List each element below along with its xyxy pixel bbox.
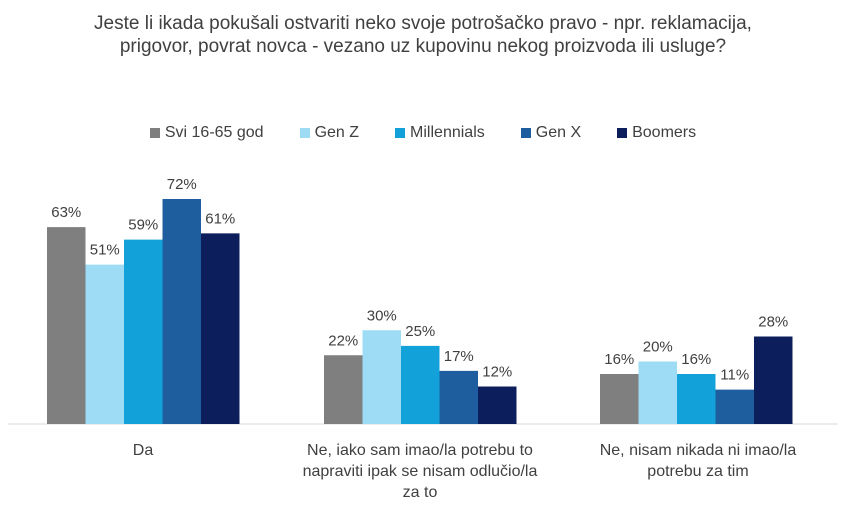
bar [600, 374, 639, 424]
bar [162, 199, 201, 424]
data-label: 63% [51, 204, 81, 221]
bar [324, 355, 363, 424]
legend-swatch [149, 128, 160, 138]
category-label: Ne, nisam nikada ni imao/la potrebu za t… [599, 442, 797, 480]
legend-item: Gen Z [299, 124, 360, 142]
data-label: 20% [643, 339, 673, 356]
legend-swatch [617, 128, 628, 138]
data-label: 25% [405, 323, 435, 340]
data-label: 11% [720, 367, 749, 384]
bar [439, 370, 478, 424]
data-label: 30% [367, 307, 397, 324]
bar [638, 361, 677, 424]
legend-label: Boomers [632, 124, 697, 141]
legend-item: Svi 16-65 god [149, 124, 264, 142]
data-label: 72% [167, 176, 197, 193]
legend-item: Gen X [520, 124, 582, 142]
chart-title: Jeste li ikada pokušali ostvariti neko s… [94, 13, 752, 57]
legend-label: Gen Z [314, 124, 360, 141]
data-label: 16% [604, 351, 634, 368]
legend-swatch [395, 128, 406, 138]
data-label: 17% [444, 348, 474, 365]
legend-item: Millennials [395, 124, 485, 142]
legend-label: Millennials [410, 124, 485, 141]
data-label: 28% [758, 314, 788, 331]
legend-label: Svi 16-65 god [164, 124, 264, 141]
data-label: 16% [681, 351, 711, 368]
bar [201, 233, 240, 424]
bar [478, 386, 517, 424]
bar [754, 336, 793, 424]
legend-label: Gen X [535, 124, 582, 141]
bar [47, 227, 86, 424]
bar [362, 330, 401, 424]
legend-swatch [520, 128, 531, 138]
data-label: 51% [90, 242, 120, 259]
legend: Svi 16-65 god Gen Z Millennials Gen X Boomer… [0, 124, 846, 142]
bar [124, 239, 163, 424]
bar [715, 389, 754, 424]
bar [85, 264, 124, 424]
data-label: 12% [482, 364, 512, 381]
bar [401, 345, 440, 424]
bar [677, 374, 716, 424]
category-label: Da [132, 442, 154, 459]
category-label: Ne, iako sam imao/la potrebu to napravit… [302, 442, 538, 501]
data-label: 59% [128, 217, 158, 234]
data-label: 22% [328, 332, 358, 349]
legend-item: Boomers [617, 124, 696, 142]
legend-swatch [299, 128, 310, 138]
data-label: 61% [205, 210, 235, 227]
